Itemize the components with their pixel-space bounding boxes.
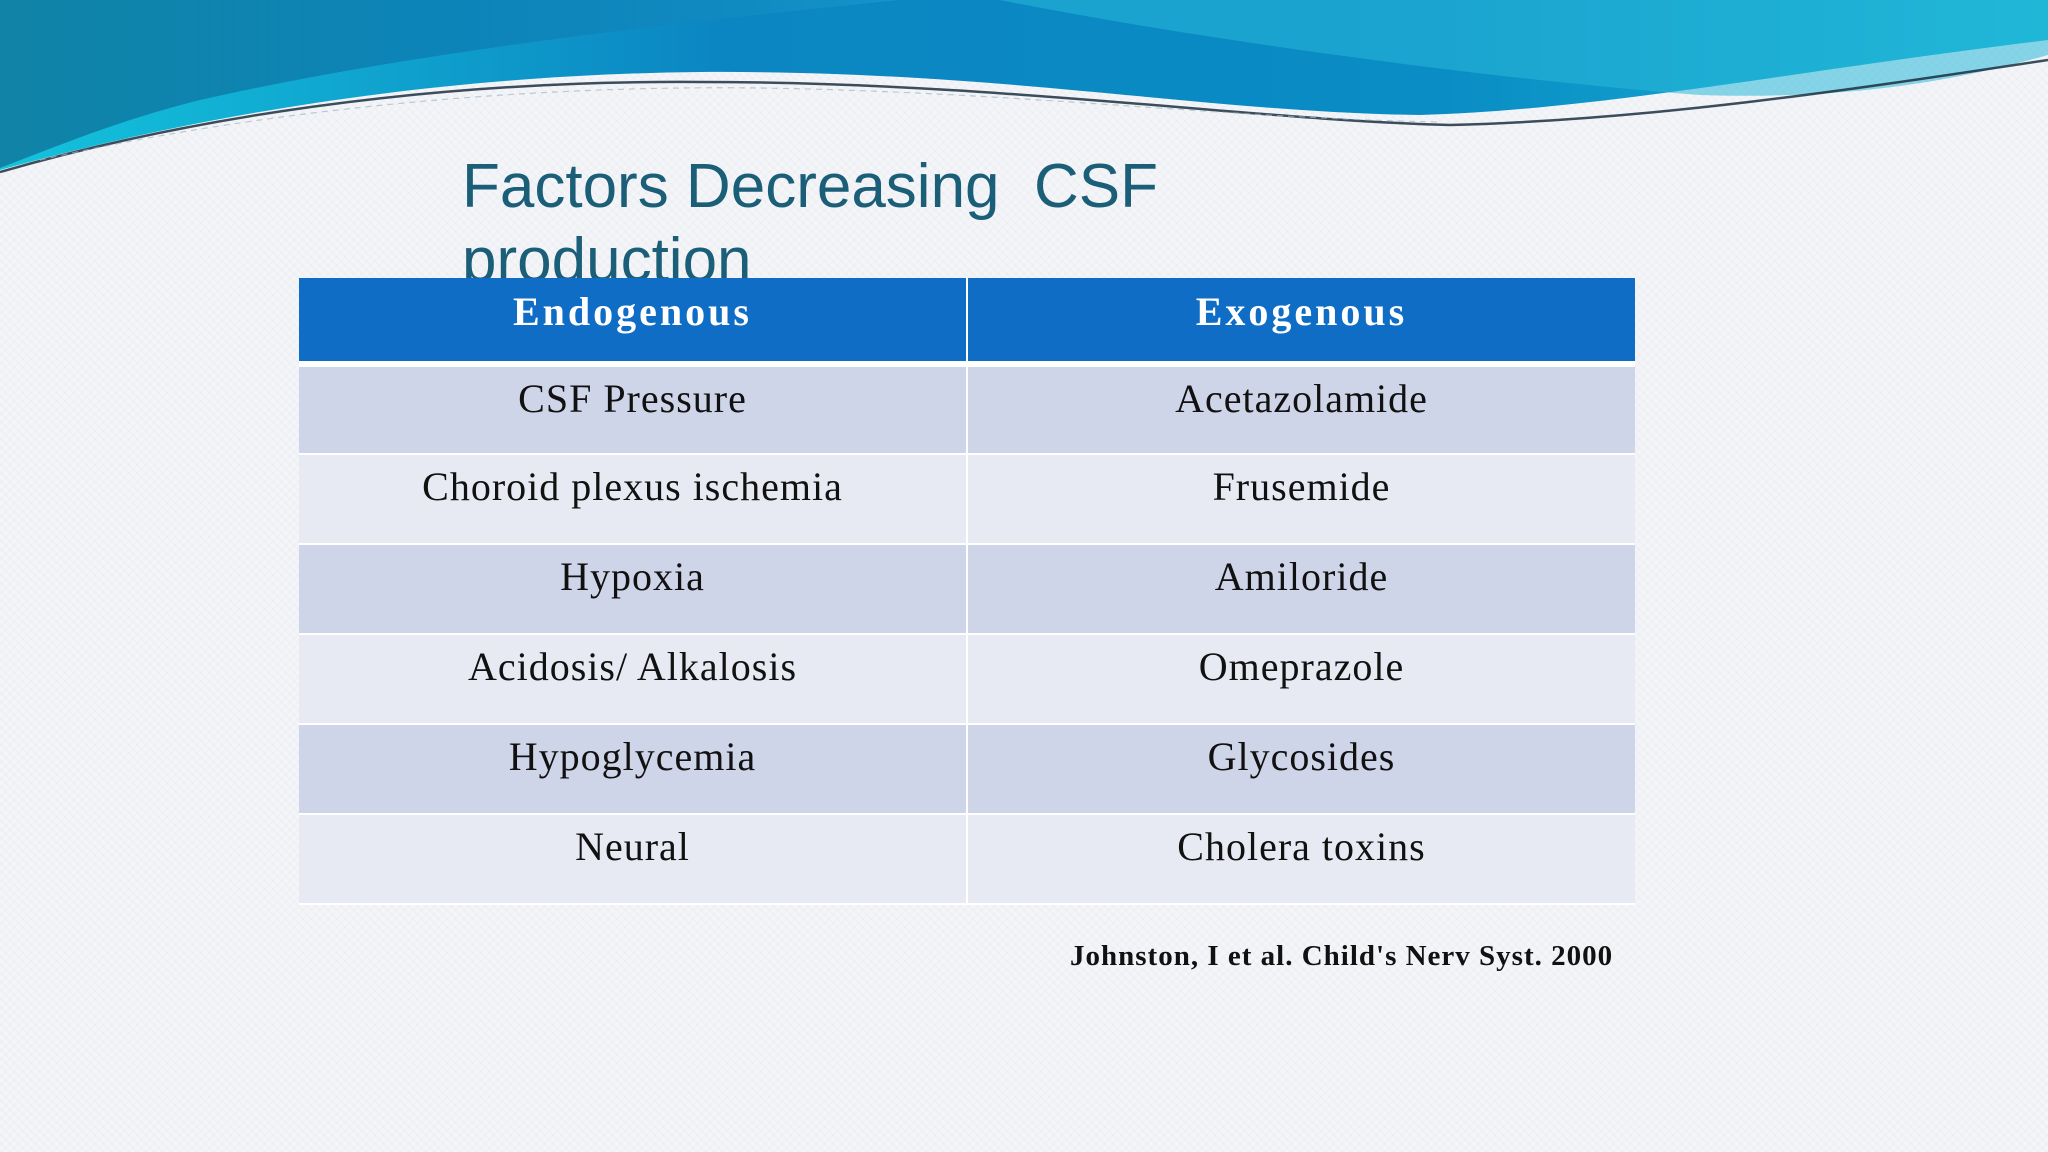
table-row: Hypoglycemia Glycosides (299, 724, 1635, 815)
column-header-exogenous: Exogenous (967, 278, 1635, 367)
table-row: Choroid plexus ischemia Frusemide (299, 454, 1635, 545)
table-cell-exogenous: Amiloride (967, 544, 1635, 635)
factors-table-container: Endogenous Exogenous CSF Pressure Acetaz… (299, 278, 1635, 905)
table-cell-endogenous: Hypoxia (299, 544, 968, 635)
table-header-row: Endogenous Exogenous (299, 278, 1635, 367)
citation-reference: Johnston, I et al. Child's Nerv Syst. 20… (1070, 940, 1614, 972)
table-cell-endogenous: CSF Pressure (299, 364, 968, 455)
table-row: Hypoxia Amiloride (299, 544, 1635, 635)
table-cell-endogenous: Hypoglycemia (299, 724, 968, 815)
table-row: Acidosis/ Alkalosis Omeprazole (299, 634, 1635, 725)
table-row: CSF Pressure Acetazolamide (299, 364, 1635, 455)
table-cell-exogenous: Glycosides (967, 724, 1635, 815)
table-cell-endogenous: Neural (299, 814, 968, 905)
table-cell-endogenous: Acidosis/ Alkalosis (299, 634, 968, 725)
table-row: Neural Cholera toxins (299, 814, 1635, 905)
table-cell-exogenous: Omeprazole (967, 634, 1635, 725)
table-cell-endogenous: Choroid plexus ischemia (299, 454, 968, 545)
factors-table: Endogenous Exogenous CSF Pressure Acetaz… (299, 278, 1635, 905)
header-wave-decoration (0, 0, 2048, 174)
column-header-endogenous: Endogenous (299, 278, 968, 367)
table-cell-exogenous: Frusemide (967, 454, 1635, 545)
slide-title: Factors Decreasing CSF production (462, 152, 1176, 278)
table-cell-exogenous: Cholera toxins (967, 814, 1635, 905)
table-cell-exogenous: Acetazolamide (967, 364, 1635, 455)
